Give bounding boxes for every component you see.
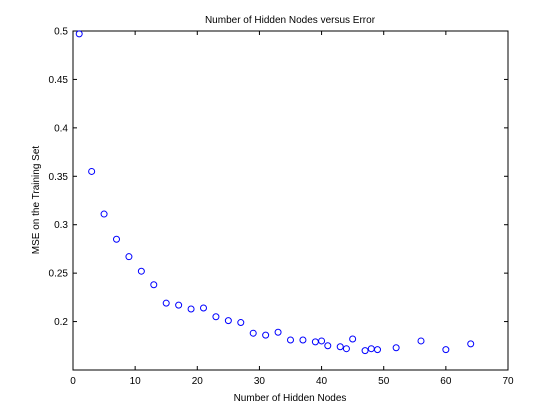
y-tick-label: 0.35	[49, 172, 69, 183]
data-point	[417, 337, 425, 345]
plot-area	[72, 30, 509, 371]
y-tick-label: 0.4	[54, 123, 68, 134]
data-point	[318, 337, 326, 345]
data-points	[75, 30, 475, 355]
y-tick-label: 0.3	[54, 220, 68, 231]
data-point	[212, 313, 220, 321]
x-axis-title: Number of Hidden Nodes	[234, 393, 347, 404]
data-point	[187, 305, 195, 313]
data-point	[113, 235, 120, 243]
y-tick-label: 0.25	[49, 269, 69, 280]
data-point	[442, 346, 450, 354]
data-point	[137, 267, 145, 275]
data-point	[200, 304, 207, 312]
x-tick-label: 30	[254, 376, 266, 387]
x-tick-label: 70	[502, 376, 514, 387]
x-tick-label: 0	[70, 376, 76, 387]
x-tick-label: 10	[130, 376, 142, 387]
data-point	[175, 301, 183, 309]
data-point	[392, 344, 400, 352]
x-axis: 0 10 20 30 40 50 60 70	[70, 31, 514, 387]
data-point	[342, 345, 350, 353]
x-tick-label: 40	[316, 376, 328, 387]
data-point	[100, 210, 108, 218]
data-point	[361, 347, 369, 355]
data-point	[324, 342, 332, 350]
x-tick-label: 60	[440, 376, 452, 387]
data-point	[162, 299, 170, 307]
data-point	[374, 346, 381, 354]
data-point	[299, 336, 307, 344]
data-point	[249, 329, 257, 337]
data-point	[237, 319, 245, 327]
data-point	[88, 167, 96, 175]
y-tick-label: 0.45	[49, 75, 69, 86]
data-point	[125, 253, 133, 261]
data-point	[75, 30, 83, 38]
data-point	[224, 317, 232, 325]
data-point	[349, 335, 357, 343]
data-point	[336, 343, 344, 351]
y-tick-label: 0.5	[54, 27, 68, 38]
data-point	[262, 331, 270, 339]
x-tick-label: 50	[378, 376, 390, 387]
x-tick-label: 20	[192, 376, 204, 387]
data-point	[274, 328, 282, 336]
data-point	[287, 336, 294, 344]
y-axis-title: MSE on the Training Set	[31, 146, 42, 255]
data-point	[150, 281, 158, 289]
data-point	[467, 340, 475, 348]
chart-title: Number of Hidden Nodes versus Error	[205, 15, 376, 26]
y-tick-label: 0.2	[54, 317, 68, 328]
y-axis: 0.2 0.25 0.3 0.35 0.4 0.45 0.5	[49, 27, 508, 328]
